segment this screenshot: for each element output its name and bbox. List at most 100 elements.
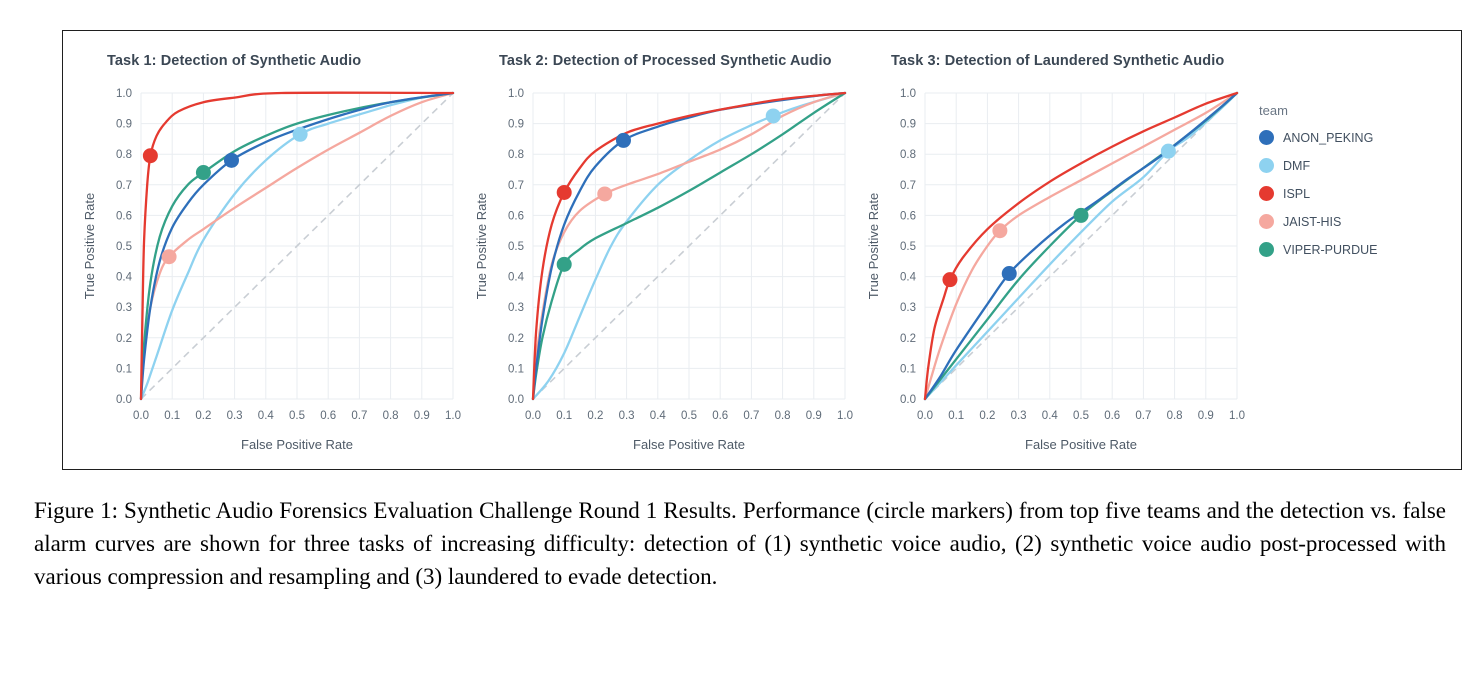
task2-roc-chart: 0.00.0 0.1 0.1 0.2 0.2 0.3 0.3 0.4 0.4 0.5 0.5 0.6 0… [474, 88, 853, 452]
y-tick-label: 0.5 [900, 241, 916, 253]
roc-curve-VIPER-PURDUE [531, 91, 847, 401]
x-tick-label: 0.7 [1135, 410, 1151, 422]
plot-title-task3: Task 3: Detection of Laundered Synthetic… [891, 53, 1225, 69]
plot-task3: Task 3: Detection of Laundered Synthetic… [861, 47, 1253, 463]
legend-label-ispl: ISPL [1283, 186, 1311, 201]
y-tick-label: 1.0 [116, 88, 132, 100]
legend-label-viper-purdue: VIPER-PURDUE [1283, 242, 1378, 257]
y-axis-label: True Positive Rate [866, 193, 881, 299]
x-tick-label: 0.0 [917, 410, 933, 422]
x-tick-label: 0.8 [775, 410, 791, 422]
x-tick-label: 0.1 [948, 410, 964, 422]
operating-point-marker-VIPER-PURDUE [195, 165, 211, 181]
y-tick-label: 0.3 [116, 302, 132, 314]
operating-point-marker-DMF [1160, 143, 1176, 159]
plot-title-task1: Task 1: Detection of Synthetic Audio [107, 53, 362, 69]
x-tick-label: 0.9 [806, 410, 822, 422]
y-tick-label: 0.6 [900, 210, 916, 222]
y-axis-label: True Positive Rate [82, 193, 97, 299]
operating-point-marker-JAIST-HIS [597, 186, 613, 202]
y-tick-label: 0.8 [116, 149, 132, 161]
x-tick-label: 0.0 [525, 410, 541, 422]
legend-marker-viper-purdue-icon [1259, 242, 1274, 257]
x-tick-label: 0.6 [320, 410, 336, 422]
x-tick-label: 0.8 [383, 410, 399, 422]
chart-legend: team ANON_PEKING DMF ISPL JAIST-HIS [1259, 47, 1429, 270]
roc-curve-DMF [923, 91, 1239, 401]
y-tick-label: 0.2 [900, 333, 916, 345]
y-tick-label: 0.5 [508, 241, 524, 253]
figure-panel: Task 1: Detection of Synthetic Audio 0.0… [62, 30, 1462, 470]
y-tick-label: 0.8 [508, 149, 524, 161]
y-tick-label: 0.7 [508, 180, 524, 192]
x-tick-label: 0.6 [712, 410, 728, 422]
y-tick-label: 0.3 [900, 302, 916, 314]
x-tick-label: 0.2 [195, 410, 211, 422]
x-tick-label: 0.7 [743, 410, 759, 422]
y-tick-label: 0.0 [900, 394, 916, 406]
x-tick-label: 0.8 [1167, 410, 1183, 422]
y-tick-label: 0.7 [116, 180, 132, 192]
y-axis-label: True Positive Rate [474, 193, 489, 299]
task1-roc-chart: 0.00.0 0.1 0.1 0.2 0.2 0.3 0.3 0.4 0.4 0.5 0.5 0.6 0… [82, 88, 461, 452]
operating-point-marker-JAIST-HIS [161, 249, 177, 265]
operating-point-marker-ISPL [942, 272, 958, 288]
x-tick-label: 0.1 [164, 410, 180, 422]
legend-item-ispl: ISPL [1259, 186, 1429, 201]
operating-point-marker-DMF [765, 108, 781, 124]
plot-title-task2: Task 2: Detection of Processed Synthetic… [499, 53, 832, 69]
operating-point-marker-ANON_PEKING [223, 152, 239, 168]
y-tick-label: 0.2 [508, 333, 524, 345]
y-tick-label: 0.0 [508, 394, 524, 406]
operating-point-marker-JAIST-HIS [992, 223, 1008, 239]
y-tick-label: 0.1 [508, 363, 524, 375]
paper-figure-page: Task 1: Detection of Synthetic Audio 0.0… [0, 30, 1476, 593]
operating-point-marker-VIPER-PURDUE [556, 256, 572, 272]
x-axis-label: False Positive Rate [633, 437, 745, 452]
figure-caption: Figure 1: Synthetic Audio Forensics Eval… [34, 498, 1446, 589]
x-tick-label: 0.3 [619, 410, 635, 422]
y-tick-label: 0.6 [116, 210, 132, 222]
legend-label-jaist-his: JAIST-HIS [1283, 214, 1342, 229]
y-tick-label: 0.5 [116, 241, 132, 253]
legend-item-jaist-his: JAIST-HIS [1259, 214, 1429, 229]
y-tick-label: 0.9 [508, 119, 524, 131]
legend-item-dmf: DMF [1259, 158, 1429, 173]
x-tick-label: 0.4 [1042, 410, 1059, 422]
legend-label-dmf: DMF [1283, 158, 1311, 173]
x-axis-label: False Positive Rate [241, 437, 353, 452]
y-tick-label: 0.4 [900, 272, 917, 284]
x-tick-label: 1.0 [1229, 410, 1245, 422]
x-tick-label: 1.0 [837, 410, 853, 422]
y-tick-label: 0.7 [900, 180, 916, 192]
x-tick-label: 0.5 [681, 410, 697, 422]
roc-curve-ISPL [139, 91, 455, 401]
y-tick-label: 0.8 [900, 149, 916, 161]
legend-item-anon-peking: ANON_PEKING [1259, 130, 1429, 145]
x-tick-label: 0.5 [289, 410, 305, 422]
roc-curve-ANON_PEKING [923, 91, 1239, 401]
y-tick-label: 0.4 [508, 272, 525, 284]
roc-curve-ISPL [531, 91, 847, 401]
roc-curve-JAIST-HIS [923, 91, 1239, 401]
x-tick-label: 0.3 [1011, 410, 1027, 422]
x-tick-label: 0.3 [227, 410, 243, 422]
x-tick-label: 0.6 [1104, 410, 1120, 422]
operating-point-marker-ISPL [556, 184, 572, 200]
roc-curve-DMF [139, 91, 455, 401]
legend-title: team [1259, 103, 1288, 118]
x-tick-label: 0.0 [133, 410, 149, 422]
y-tick-label: 0.9 [900, 119, 916, 131]
operating-point-marker-VIPER-PURDUE [1073, 207, 1089, 223]
plot-task2: Task 2: Detection of Processed Synthetic… [469, 47, 861, 463]
y-tick-label: 0.4 [116, 272, 133, 284]
x-tick-label: 0.1 [556, 410, 572, 422]
chance-diagonal-line [924, 92, 1238, 400]
legend-marker-anon-peking-icon [1259, 130, 1274, 145]
x-tick-label: 1.0 [445, 410, 461, 422]
operating-point-marker-ANON_PEKING [1001, 266, 1017, 282]
y-tick-label: 1.0 [508, 88, 524, 100]
operating-point-marker-ISPL [142, 148, 158, 164]
x-tick-label: 0.7 [351, 410, 367, 422]
legend-label-anon-peking: ANON_PEKING [1283, 130, 1374, 145]
